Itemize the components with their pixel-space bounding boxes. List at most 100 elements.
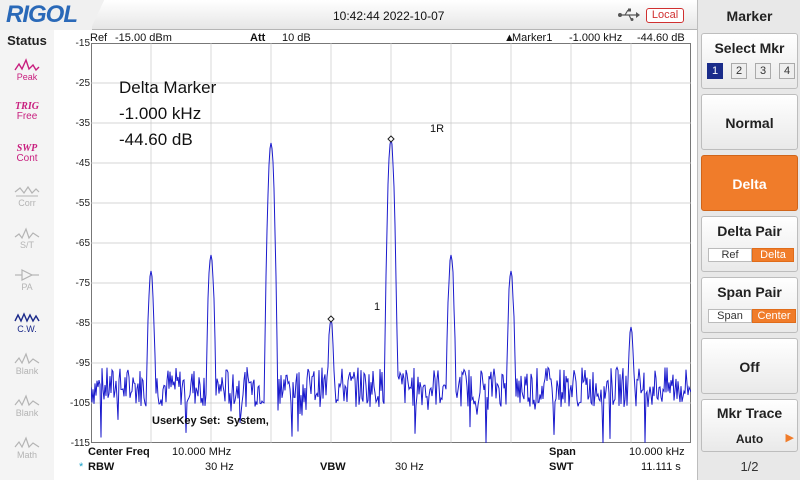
status-label: Blank (15, 408, 39, 418)
top-bar: RIGOL 10:42:44 2022-10-07 Local (0, 0, 697, 30)
status-peak[interactable]: Peak (8, 57, 46, 93)
ref-label: Ref (90, 32, 108, 44)
off-label: Off (739, 359, 760, 375)
y-tick-label: -25 (75, 78, 90, 89)
blank-icon (14, 352, 40, 365)
status-label: Math (16, 450, 37, 460)
status-blank-2[interactable]: Blank (8, 393, 46, 429)
y-tick-label: -115 (70, 438, 90, 449)
asterisk-icon: * (79, 461, 84, 473)
ref-value: -15.00 dBm (115, 32, 172, 44)
swt-label: SWT (549, 461, 574, 473)
normal-label: Normal (725, 115, 774, 131)
marker-4-option[interactable]: 4 (779, 63, 795, 79)
vbw-value: 30 Hz (395, 461, 424, 473)
marker-delta-point (327, 315, 335, 323)
corr-icon (14, 185, 40, 197)
status-cw[interactable]: C.W. (8, 309, 46, 345)
status-label: Corr (18, 198, 36, 208)
usb-icon (618, 8, 640, 21)
y-tick-label: -55 (75, 198, 90, 209)
marker-ref-point (387, 135, 395, 143)
select-marker-label: Select Mkr (714, 40, 785, 56)
rigol-logo: RIGOL (6, 1, 78, 28)
arrow-right-icon: ▶ (785, 432, 794, 444)
span-pair-button[interactable]: Span Pair Span Center (701, 277, 798, 333)
swt-value: 11.111 s (641, 461, 681, 473)
marker-amp: -44.60 dB (637, 32, 685, 44)
status-label: Peak (16, 72, 38, 82)
status-blank-1[interactable]: Blank (8, 351, 46, 387)
center-freq-value: 10.000 MHz (172, 446, 232, 458)
normal-button[interactable]: Normal (701, 94, 798, 150)
span-value: 10.000 kHz (629, 446, 685, 458)
marker-label: Marker1 (512, 32, 553, 44)
status-title: Status (7, 33, 47, 48)
trig-label: TRIG (15, 101, 39, 112)
status-corr[interactable]: Corr (8, 183, 46, 219)
userkey-status: UserKey Set: System, (152, 415, 269, 427)
marker-delta-tag: 1 (374, 301, 381, 313)
status-label: Cont (16, 153, 38, 164)
peak-icon (14, 58, 40, 72)
att-value: 10 dB (282, 32, 311, 44)
cw-icon (14, 312, 40, 323)
status-trig[interactable]: TRIG Free (8, 100, 46, 136)
marker-2-option[interactable]: 2 (731, 63, 747, 79)
status-label: PA (21, 282, 33, 292)
delta-label: Delta (732, 176, 767, 192)
span-label: Span (549, 446, 576, 458)
delta-pair-ref-option[interactable]: Ref (708, 248, 752, 262)
mkr-trace-value: Auto (735, 432, 764, 446)
span-pair-span-option[interactable]: Span (708, 309, 752, 323)
off-button[interactable]: Off (701, 338, 798, 394)
delta-button[interactable]: Delta (701, 155, 798, 211)
vbw-label: VBW (320, 461, 346, 473)
y-tick-label: -105 (69, 398, 90, 409)
mkr-trace-label: Mkr Trace (716, 405, 783, 421)
spectrum-plot[interactable] (91, 43, 691, 443)
menu-title: Marker (726, 8, 773, 24)
status-math[interactable]: Math (8, 435, 46, 471)
marker-3-option[interactable]: 3 (755, 63, 771, 79)
datetime: 10:42:44 2022-10-07 (333, 9, 445, 23)
span-pair-center-option[interactable]: Center (752, 309, 796, 323)
delta-pair-button[interactable]: Delta Pair Ref Delta (701, 216, 798, 272)
status-label: S/T (19, 240, 34, 250)
delta-amp: -44.60 dB (119, 130, 193, 149)
delta-pair-label: Delta Pair (717, 223, 782, 239)
delta-marker-readout: Delta Marker -1.000 kHz -44.60 dB (119, 75, 216, 153)
delta-pair-delta-option[interactable]: Delta (752, 248, 794, 262)
y-tick-label: -35 (75, 118, 90, 129)
spectrum-display: Ref -15.00 dBm Att 10 dB ▲ Marker1 -1.00… (54, 30, 697, 480)
mkr-trace-button[interactable]: Mkr Trace Auto ▶ (701, 399, 798, 452)
center-freq-label: Center Freq (88, 446, 150, 458)
y-tick-label: -95 (75, 358, 90, 369)
status-pa[interactable]: PA (8, 267, 46, 303)
math-icon (14, 436, 40, 449)
local-status-badge[interactable]: Local (646, 8, 684, 23)
status-panel: Status Peak TRIG Free SWP Cont Corr S/T (0, 30, 54, 480)
att-label: Att (250, 32, 266, 44)
y-tick-label: -75 (75, 278, 90, 289)
status-sweep[interactable]: SWP Cont (8, 142, 46, 178)
marker-1-option[interactable]: 1 (707, 63, 723, 79)
y-tick-label: -65 (75, 238, 90, 249)
y-tick-label: -85 (75, 318, 90, 329)
y-tick-label: -45 (75, 158, 90, 169)
delta-title: Delta Marker (119, 78, 217, 97)
rbw-value: 30 Hz (205, 461, 234, 473)
blank-icon (14, 394, 40, 407)
y-tick-label: -15 (75, 38, 90, 49)
marker-arrow-icon: ▲ (504, 32, 515, 44)
status-label: Free (16, 111, 38, 122)
status-label: C.W. (17, 324, 37, 334)
span-pair-label: Span Pair (717, 284, 782, 300)
status-st[interactable]: S/T (8, 225, 46, 261)
logo: RIGOL (0, 0, 92, 30)
marker-ref-tag: 1R (430, 123, 445, 135)
delta-freq: -1.000 kHz (119, 104, 202, 123)
swp-label: SWP (16, 143, 38, 154)
pa-icon (15, 269, 39, 281)
select-marker-button[interactable]: Select Mkr 1 2 3 4 (701, 33, 798, 89)
